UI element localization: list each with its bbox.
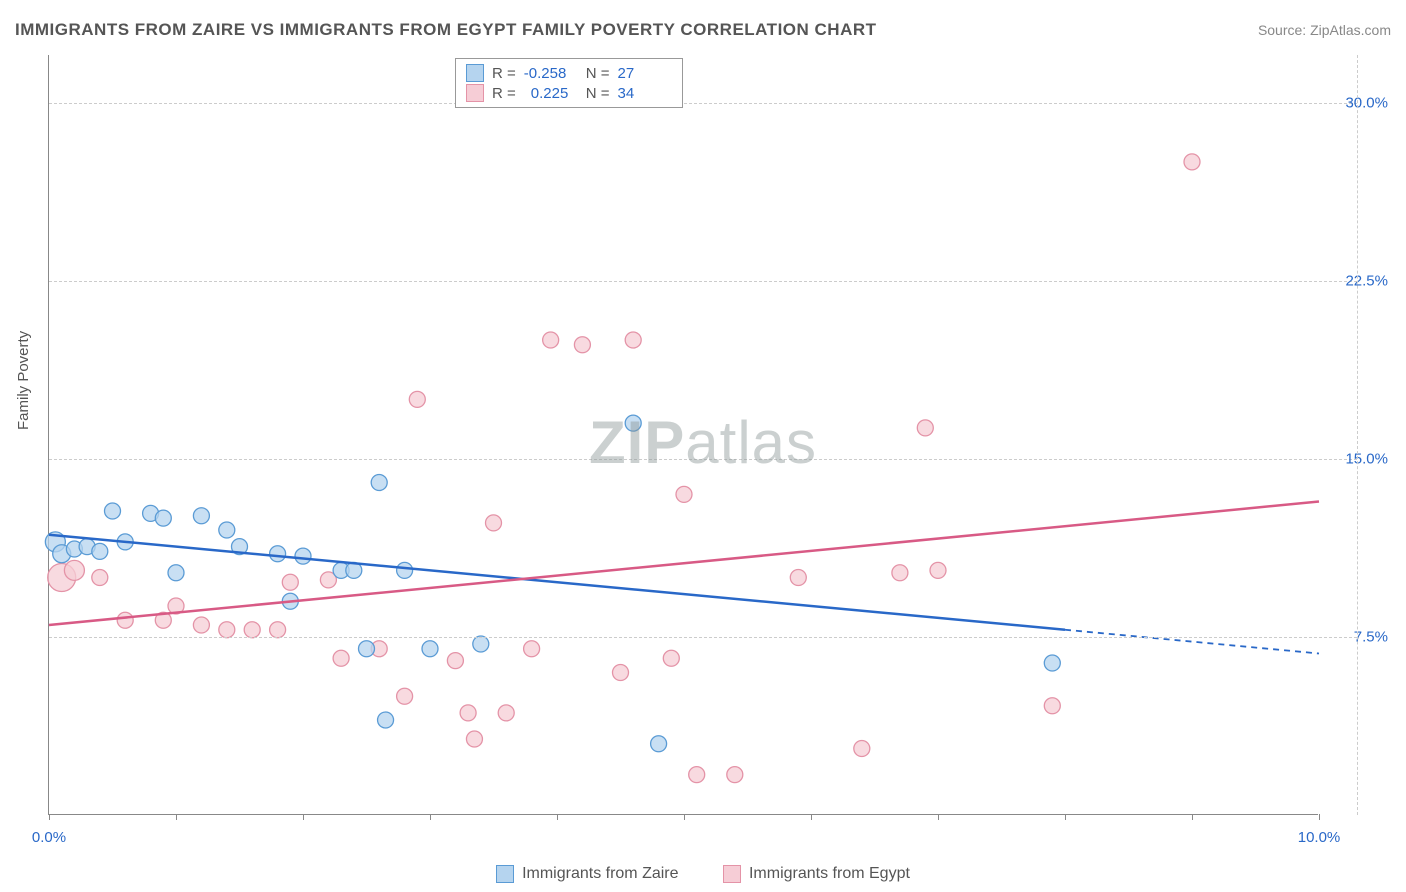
swatch-a-icon: [466, 64, 484, 82]
chart-title: IMMIGRANTS FROM ZAIRE VS IMMIGRANTS FROM…: [15, 20, 877, 40]
x-tick-label: 10.0%: [1298, 829, 1341, 846]
y-tick-label: 7.5%: [1328, 628, 1388, 645]
y-tick-label: 15.0%: [1328, 450, 1388, 467]
legend-item-a: Immigrants from Zaire: [496, 865, 678, 883]
series-legend: Immigrants from Zaire Immigrants from Eg…: [0, 865, 1406, 888]
swatch-b-icon: [466, 84, 484, 102]
watermark: ZIPatlas: [589, 408, 817, 477]
swatch-a-icon: [496, 865, 514, 883]
swatch-b-icon: [723, 865, 741, 883]
right-border: [1357, 55, 1358, 815]
legend-row-a: R = -0.258 N = 27: [466, 63, 672, 83]
y-tick-label: 30.0%: [1328, 94, 1388, 111]
y-axis-label: Family Poverty: [15, 331, 32, 430]
legend-item-b: Immigrants from Egypt: [723, 865, 910, 883]
source-label: Source: ZipAtlas.com: [1258, 22, 1391, 38]
legend-row-b: R = 0.225 N = 34: [466, 83, 672, 103]
x-tick-label: 0.0%: [32, 829, 66, 846]
y-tick-label: 22.5%: [1328, 272, 1388, 289]
correlation-legend: R = -0.258 N = 27 R = 0.225 N = 34: [455, 58, 683, 108]
